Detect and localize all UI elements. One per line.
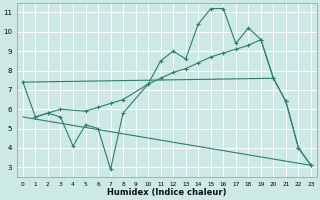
X-axis label: Humidex (Indice chaleur): Humidex (Indice chaleur): [107, 188, 227, 197]
